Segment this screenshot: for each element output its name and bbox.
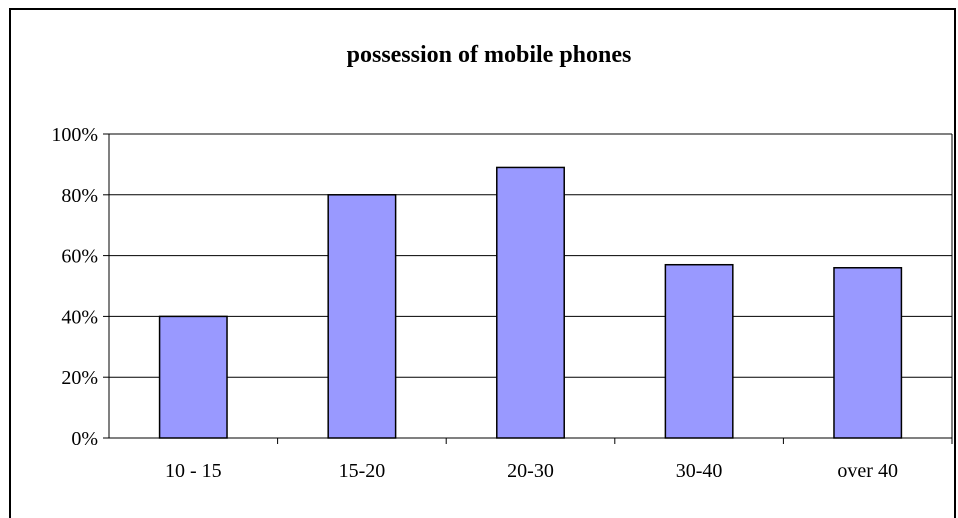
bar xyxy=(664,263,734,439)
x-tick-label: 30-40 xyxy=(676,460,723,482)
y-tick-label: 100% xyxy=(51,124,98,146)
x-tick-label: 10 - 15 xyxy=(165,460,222,482)
chart-frame xyxy=(9,8,956,518)
x-tick-label: 15-20 xyxy=(339,460,386,482)
x-tick-label: 20-30 xyxy=(507,460,554,482)
chart-title: possession of mobile phones xyxy=(347,42,632,68)
bar xyxy=(158,315,228,439)
x-tick-label: over 40 xyxy=(837,460,898,482)
y-tick-label: 60% xyxy=(61,246,98,268)
plot-area: 0% 20% 40% 60% 80% 100% 10 - 15 15-20 20-30 30-40… xyxy=(51,124,953,482)
y-tick-label: 80% xyxy=(61,185,98,207)
y-tick-label: 20% xyxy=(61,367,98,389)
bar xyxy=(327,194,397,439)
y-tick-label: 0% xyxy=(71,428,98,450)
bar xyxy=(833,267,903,439)
y-tick-label: 40% xyxy=(61,306,98,328)
bar xyxy=(496,166,565,439)
